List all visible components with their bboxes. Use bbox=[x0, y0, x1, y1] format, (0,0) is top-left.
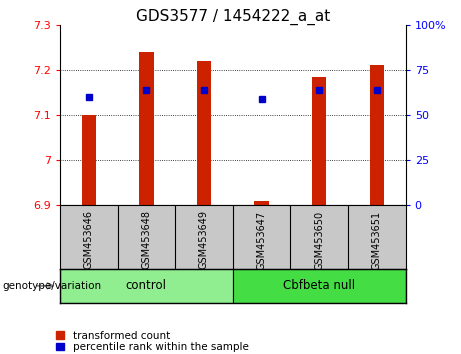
Bar bbox=[254, 201, 269, 205]
Text: GSM453649: GSM453649 bbox=[199, 210, 209, 269]
Text: GSM453651: GSM453651 bbox=[372, 210, 382, 269]
Title: GDS3577 / 1454222_a_at: GDS3577 / 1454222_a_at bbox=[136, 8, 330, 25]
Bar bbox=[370, 65, 384, 205]
Bar bbox=[197, 61, 211, 205]
Bar bbox=[233, 269, 406, 303]
Text: Cbfbeta null: Cbfbeta null bbox=[283, 279, 355, 292]
Bar bbox=[139, 52, 154, 205]
Bar bbox=[60, 269, 233, 303]
Text: GSM453646: GSM453646 bbox=[84, 210, 94, 269]
Legend: transformed count, percentile rank within the sample: transformed count, percentile rank withi… bbox=[56, 331, 248, 352]
Bar bbox=[82, 115, 96, 205]
Text: GSM453648: GSM453648 bbox=[142, 210, 151, 269]
Text: control: control bbox=[126, 279, 167, 292]
Bar bbox=[312, 77, 326, 205]
Text: GSM453647: GSM453647 bbox=[257, 210, 266, 269]
Text: GSM453650: GSM453650 bbox=[314, 210, 324, 269]
Text: genotype/variation: genotype/variation bbox=[2, 281, 101, 291]
